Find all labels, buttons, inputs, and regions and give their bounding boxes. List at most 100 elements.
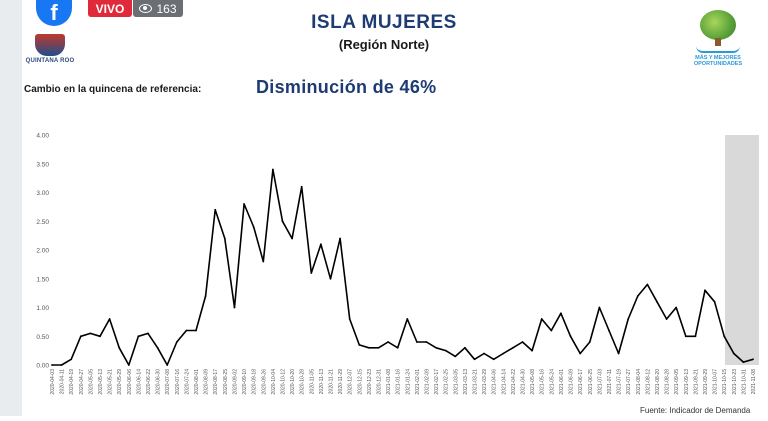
x-tick-label: 2021-03-13 <box>463 369 469 395</box>
x-tick-label: 2020-08-25 <box>223 369 229 395</box>
x-tick-label: 2020-10-20 <box>290 369 296 395</box>
data-point <box>454 355 457 358</box>
data-point <box>416 341 418 343</box>
y-tick-label: 2.50 <box>36 219 49 226</box>
data-point <box>51 364 53 366</box>
x-tick-label: 2021-07-11 <box>607 369 613 394</box>
data-point <box>684 335 687 338</box>
x-tick-label: 2020-07-16 <box>175 369 181 395</box>
x-tick-label: 2020-12-15 <box>357 369 363 395</box>
x-tick-label: 2021-09-29 <box>703 369 709 395</box>
x-tick-label: 2021-06-01 <box>559 369 565 395</box>
data-point <box>108 318 111 320</box>
data-point <box>127 364 130 366</box>
data-point <box>406 318 409 320</box>
x-tick-label: 2021-06-25 <box>588 369 594 395</box>
left-sidebar-strip <box>0 0 22 416</box>
x-tick-label: 2020-06-14 <box>136 369 142 395</box>
x-tick-label: 2021-04-30 <box>521 369 527 395</box>
data-point <box>732 352 735 355</box>
data-point <box>627 318 630 320</box>
x-tick-label: 2020-07-24 <box>184 369 190 395</box>
x-tick-label: 2021-02-17 <box>434 369 440 395</box>
data-point <box>377 346 380 349</box>
x-tick-label: 2021-10-15 <box>722 369 728 395</box>
y-tick-label: 3.50 <box>36 161 49 168</box>
data-point <box>79 335 82 338</box>
x-tick-label: 2020-07-08 <box>165 369 171 395</box>
x-tick-label: 2020-09-26 <box>261 369 267 395</box>
data-point <box>319 243 322 246</box>
data-point <box>694 335 697 338</box>
data-point <box>464 346 466 349</box>
data-point <box>713 300 716 303</box>
y-tick-label: 1.00 <box>36 305 49 312</box>
x-tick-label: 2021-07-27 <box>626 369 632 395</box>
quintana-roo-logo: QUINTANA ROO <box>24 34 76 64</box>
data-point <box>233 306 236 309</box>
data-point <box>396 346 399 349</box>
x-tick-label: 2021-01-24 <box>405 369 411 395</box>
reference-value: Disminución de 46% <box>256 77 437 97</box>
logo-tagline-2: OPORTUNIDADES <box>693 61 743 67</box>
data-point <box>60 364 63 366</box>
y-tick-label: 2.00 <box>36 248 49 255</box>
x-tick-label: 2020-11-13 <box>319 369 325 394</box>
data-point <box>214 208 217 211</box>
data-point <box>435 346 438 349</box>
data-point <box>617 352 620 355</box>
viewer-count: 163 <box>156 1 177 16</box>
data-point <box>252 226 255 228</box>
x-tick-label: 2021-03-29 <box>482 369 488 395</box>
data-point <box>752 358 754 361</box>
x-tick-label: 2021-02-01 <box>415 369 421 395</box>
y-tick-label: 1.50 <box>36 276 49 283</box>
data-point <box>636 295 639 297</box>
data-point <box>473 358 476 361</box>
x-tick-label: 2020-04-03 <box>50 369 56 395</box>
x-tick-label: 2020-05-13 <box>98 369 104 395</box>
chart: 0.00 0.50 1.00 1.50 2.00 2.50 3.00 3.50 4.00 2020… <box>20 124 768 416</box>
data-point <box>348 318 351 320</box>
data-point <box>492 358 495 361</box>
x-tick-label: 2021-08-20 <box>655 369 661 395</box>
x-tick-label: 2020-12-31 <box>376 369 382 395</box>
x-tick-label: 2020-11-29 <box>338 369 344 394</box>
x-tick-label: 2021-10-31 <box>741 369 747 395</box>
x-tick-label: 2020-10-12 <box>280 369 286 395</box>
x-tick-label: 2021-06-17 <box>578 369 584 395</box>
data-point <box>512 346 514 349</box>
x-tick-label: 2021-05-24 <box>549 369 555 395</box>
data-point <box>540 318 543 320</box>
logo-tagline-1: MÁS Y MEJORES <box>695 55 741 61</box>
data-point <box>723 335 726 338</box>
x-tick-label: 2021-08-12 <box>645 369 651 395</box>
eye-icon <box>139 4 153 13</box>
data-point <box>329 277 332 280</box>
data-point <box>569 335 572 338</box>
data-point <box>118 346 121 349</box>
x-tick-label: 2020-08-09 <box>204 369 210 395</box>
x-tick-label: 2021-03-21 <box>473 369 479 395</box>
x-tick-label: 2021-01-08 <box>386 369 392 395</box>
x-tick-label: 2021-11-08 <box>751 369 757 394</box>
x-tick-label: 2020-04-11 <box>60 369 66 394</box>
data-point <box>291 237 293 240</box>
viewer-count-badge: 163 <box>133 0 183 17</box>
data-point <box>175 341 178 343</box>
x-tick-label: 2020-05-21 <box>108 369 114 395</box>
data-point <box>204 295 207 297</box>
data-point <box>137 335 140 338</box>
tree-icon <box>700 10 736 40</box>
x-tick-label: 2020-11-05 <box>309 369 315 394</box>
data-point <box>742 361 745 364</box>
x-tick-label: 2021-02-09 <box>425 369 431 395</box>
data-point <box>147 332 149 335</box>
x-tick-label: 2021-04-22 <box>511 369 517 395</box>
x-tick-label: 2021-06-09 <box>569 369 575 395</box>
data-point <box>588 341 591 343</box>
x-tick-label: 2020-11-21 <box>328 369 334 394</box>
x-tick-label: 2020-04-27 <box>79 369 85 395</box>
data-point <box>387 341 389 343</box>
